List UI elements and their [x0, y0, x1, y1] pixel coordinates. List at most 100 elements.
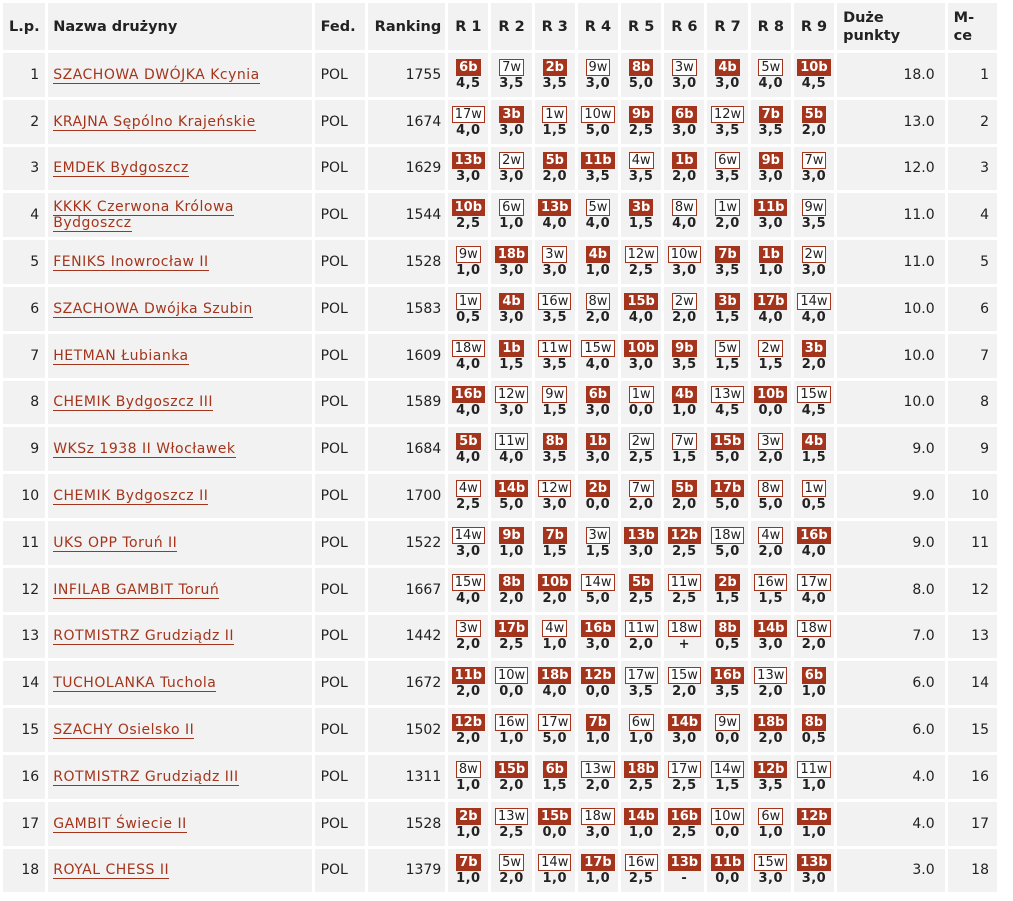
opponent-badge[interactable]: 13b: [624, 526, 658, 544]
opponent-badge[interactable]: 12b: [754, 760, 788, 778]
opponent-badge[interactable]: 1b: [672, 152, 697, 170]
opponent-badge[interactable]: 15b: [624, 292, 658, 310]
opponent-badge[interactable]: 8b: [628, 58, 654, 76]
opponent-badge[interactable]: 17w: [667, 760, 701, 778]
opponent-badge[interactable]: 1b: [499, 339, 524, 357]
opponent-badge[interactable]: 11b: [451, 667, 486, 685]
team-link[interactable]: ROTMISTRZ Grudziądz II: [53, 628, 235, 646]
opponent-badge[interactable]: 13b: [797, 854, 831, 872]
opponent-badge[interactable]: 7w: [628, 480, 654, 498]
opponent-badge[interactable]: 1b: [585, 433, 611, 451]
opponent-badge[interactable]: 12w: [710, 105, 745, 123]
opponent-badge[interactable]: 10b: [797, 58, 831, 76]
opponent-badge[interactable]: 16b: [797, 526, 831, 544]
opponent-badge[interactable]: 13b: [451, 152, 486, 170]
opponent-badge[interactable]: 2w: [801, 246, 827, 264]
team-link[interactable]: HETMAN Łubianka: [53, 347, 189, 365]
team-link[interactable]: SZACHY Osielsko II: [53, 722, 195, 740]
opponent-badge[interactable]: 5b: [628, 573, 654, 591]
opponent-badge[interactable]: 11b: [754, 199, 788, 217]
opponent-badge[interactable]: 12b: [581, 667, 615, 685]
opponent-badge[interactable]: 5w: [758, 58, 784, 76]
opponent-badge[interactable]: 5w: [499, 854, 524, 872]
opponent-badge[interactable]: 9b: [672, 339, 697, 357]
team-link[interactable]: ROYAL CHESS II: [53, 862, 170, 880]
opponent-badge[interactable]: 9w: [715, 714, 741, 732]
opponent-badge[interactable]: 8b: [715, 620, 740, 638]
team-link[interactable]: SZACHOWA DWÓJKA Kcynia: [53, 66, 260, 84]
opponent-badge[interactable]: 15w: [754, 854, 788, 872]
opponent-badge[interactable]: 11w: [494, 433, 529, 451]
opponent-badge[interactable]: 6w: [758, 807, 784, 825]
opponent-badge[interactable]: 18w: [451, 339, 485, 357]
opponent-badge[interactable]: 3w: [542, 246, 568, 264]
opponent-badge[interactable]: 9w: [585, 58, 611, 76]
team-link[interactable]: CHEMIK Bydgoszcz III: [53, 394, 213, 412]
opponent-badge[interactable]: 12w: [494, 386, 529, 404]
opponent-badge[interactable]: 10b: [451, 199, 486, 217]
opponent-badge[interactable]: 1w: [715, 199, 741, 217]
opponent-badge[interactable]: 18b: [624, 760, 658, 778]
opponent-badge[interactable]: 10b: [624, 339, 658, 357]
opponent-badge[interactable]: 12w: [624, 246, 658, 264]
opponent-badge[interactable]: 7b: [542, 526, 567, 544]
opponent-badge[interactable]: 16b: [667, 807, 702, 825]
opponent-badge[interactable]: 16b: [451, 386, 486, 404]
opponent-badge[interactable]: 13w: [581, 760, 615, 778]
opponent-badge[interactable]: 8w: [455, 760, 481, 778]
opponent-badge[interactable]: 17w: [538, 714, 572, 732]
opponent-badge[interactable]: 3w: [455, 620, 481, 638]
opponent-badge[interactable]: 5w: [715, 339, 741, 357]
opponent-badge[interactable]: 14w: [451, 526, 485, 544]
opponent-badge[interactable]: 11w: [667, 573, 701, 591]
opponent-badge[interactable]: 15w: [451, 573, 485, 591]
opponent-badge[interactable]: 1b: [758, 246, 783, 264]
opponent-badge[interactable]: 1w: [455, 292, 481, 310]
opponent-badge[interactable]: 6b: [672, 105, 697, 123]
opponent-badge[interactable]: 2b: [585, 480, 611, 498]
opponent-badge[interactable]: 3b: [499, 105, 524, 123]
opponent-badge[interactable]: 3w: [758, 433, 784, 451]
opponent-badge[interactable]: 18b: [754, 714, 788, 732]
opponent-badge[interactable]: 6b: [801, 667, 827, 685]
opponent-badge[interactable]: 16w: [538, 292, 572, 310]
opponent-badge[interactable]: 18w: [710, 526, 745, 544]
opponent-badge[interactable]: 14w: [538, 854, 572, 872]
opponent-badge[interactable]: 17b: [754, 292, 788, 310]
opponent-badge[interactable]: 4b: [672, 386, 697, 404]
opponent-badge[interactable]: 15w: [667, 667, 701, 685]
opponent-badge[interactable]: 11w: [797, 760, 831, 778]
opponent-badge[interactable]: 14b: [667, 714, 702, 732]
opponent-badge[interactable]: 17b: [581, 854, 615, 872]
opponent-badge[interactable]: 16w: [624, 854, 658, 872]
opponent-badge[interactable]: 3b: [628, 199, 654, 217]
opponent-badge[interactable]: 3w: [585, 526, 611, 544]
opponent-badge[interactable]: 12b: [797, 807, 831, 825]
opponent-badge[interactable]: 10w: [581, 105, 615, 123]
opponent-badge[interactable]: 10b: [754, 386, 788, 404]
opponent-badge[interactable]: 13b: [538, 199, 572, 217]
opponent-badge[interactable]: 5b: [801, 105, 827, 123]
team-link[interactable]: ROTMISTRZ Grudziądz III: [53, 768, 239, 786]
opponent-badge[interactable]: 17w: [451, 105, 485, 123]
opponent-badge[interactable]: 11w: [538, 339, 572, 357]
team-link[interactable]: WKSz 1938 II Włocławek: [53, 441, 236, 459]
opponent-badge[interactable]: 17b: [710, 480, 745, 498]
opponent-badge[interactable]: 17w: [624, 667, 658, 685]
opponent-badge[interactable]: 6w: [499, 199, 524, 217]
opponent-badge[interactable]: 4b: [801, 433, 827, 451]
opponent-badge[interactable]: 9b: [628, 105, 654, 123]
opponent-badge[interactable]: 9w: [542, 386, 568, 404]
opponent-badge[interactable]: 7b: [585, 714, 611, 732]
opponent-badge[interactable]: 5w: [585, 199, 611, 217]
opponent-badge[interactable]: 8w: [758, 480, 784, 498]
opponent-badge[interactable]: 15b: [538, 807, 572, 825]
opponent-badge[interactable]: 7w: [499, 58, 524, 76]
opponent-badge[interactable]: 7b: [758, 105, 783, 123]
opponent-badge[interactable]: 18w: [667, 620, 701, 638]
opponent-badge[interactable]: 2w: [758, 339, 784, 357]
opponent-badge[interactable]: 14b: [754, 620, 788, 638]
team-link[interactable]: FENIKS Inowrocław II: [53, 254, 209, 272]
opponent-badge[interactable]: 9w: [455, 246, 481, 264]
opponent-badge[interactable]: 14w: [581, 573, 615, 591]
